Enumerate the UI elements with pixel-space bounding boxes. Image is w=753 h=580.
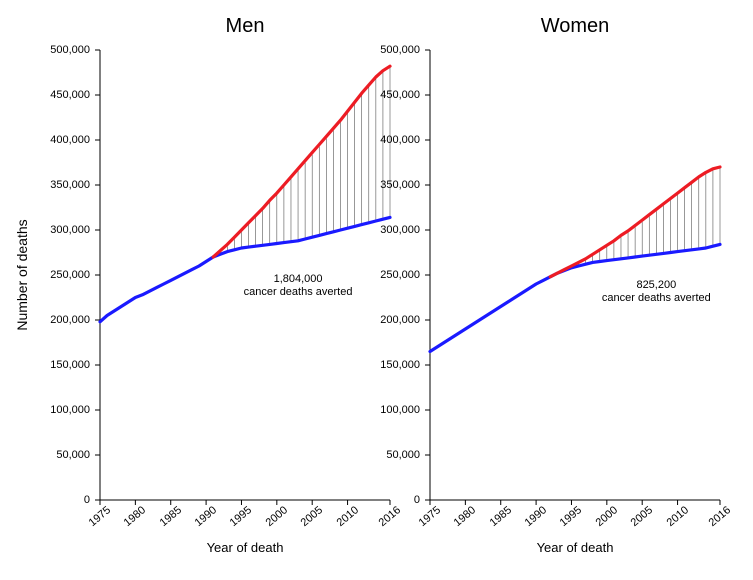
y-tick-label: 300,000 bbox=[45, 224, 90, 236]
x-tick-label: 1975 bbox=[87, 504, 113, 529]
x-tick-label: 2005 bbox=[629, 504, 655, 529]
x-tick-label: 1980 bbox=[452, 504, 478, 529]
x-axis-label: Year of death bbox=[537, 540, 614, 555]
y-tick-label: 50,000 bbox=[45, 449, 90, 461]
y-tick-label: 250,000 bbox=[45, 269, 90, 281]
expected-deaths-line bbox=[213, 66, 390, 257]
actual-deaths-line bbox=[100, 217, 390, 321]
chart-women bbox=[430, 50, 720, 500]
x-tick-label: 2016 bbox=[377, 504, 403, 529]
y-tick-label: 300,000 bbox=[375, 224, 420, 236]
annotation-text: cancer deaths averted bbox=[602, 292, 711, 305]
y-tick-label: 0 bbox=[45, 494, 90, 506]
y-tick-label: 350,000 bbox=[45, 179, 90, 191]
y-tick-label: 100,000 bbox=[375, 404, 420, 416]
x-tick-label: 1990 bbox=[523, 504, 549, 529]
x-tick-label: 1995 bbox=[558, 504, 584, 529]
x-tick-label: 2000 bbox=[263, 504, 289, 529]
y-tick-label: 100,000 bbox=[45, 404, 90, 416]
y-tick-label: 450,000 bbox=[45, 89, 90, 101]
x-tick-label: 1995 bbox=[228, 504, 254, 529]
y-tick-label: 350,000 bbox=[375, 179, 420, 191]
y-tick-label: 250,000 bbox=[375, 269, 420, 281]
annotation-men: 1,804,000cancer deaths averted bbox=[244, 273, 353, 299]
y-tick-label: 0 bbox=[375, 494, 420, 506]
x-tick-label: 2005 bbox=[299, 504, 325, 529]
y-tick-label: 150,000 bbox=[375, 359, 420, 371]
expected-deaths-line bbox=[550, 167, 720, 277]
y-tick-label: 400,000 bbox=[375, 134, 420, 146]
y-tick-label: 500,000 bbox=[45, 44, 90, 56]
annotation-women: 825,200cancer deaths averted bbox=[602, 279, 711, 305]
x-tick-label: 2016 bbox=[707, 504, 733, 529]
x-axis-label: Year of death bbox=[207, 540, 284, 555]
y-tick-label: 200,000 bbox=[375, 314, 420, 326]
annotation-text: cancer deaths averted bbox=[244, 286, 353, 299]
x-tick-label: 2010 bbox=[664, 504, 690, 529]
y-tick-label: 500,000 bbox=[375, 44, 420, 56]
y-axis-label: Number of deaths bbox=[14, 219, 30, 330]
annotation-value: 825,200 bbox=[602, 279, 711, 292]
annotation-value: 1,804,000 bbox=[244, 273, 353, 286]
y-tick-label: 200,000 bbox=[45, 314, 90, 326]
x-tick-label: 1985 bbox=[157, 504, 183, 529]
x-tick-label: 2000 bbox=[593, 504, 619, 529]
x-tick-label: 1985 bbox=[487, 504, 513, 529]
y-tick-label: 150,000 bbox=[45, 359, 90, 371]
panel-title-men: Men bbox=[226, 15, 265, 38]
x-tick-label: 1975 bbox=[417, 504, 443, 529]
panel-title-women: Women bbox=[541, 15, 610, 38]
y-tick-label: 50,000 bbox=[375, 449, 420, 461]
y-tick-label: 450,000 bbox=[375, 89, 420, 101]
x-tick-label: 1990 bbox=[193, 504, 219, 529]
x-tick-label: 1980 bbox=[122, 504, 148, 529]
x-tick-label: 2010 bbox=[334, 504, 360, 529]
y-tick-label: 400,000 bbox=[45, 134, 90, 146]
